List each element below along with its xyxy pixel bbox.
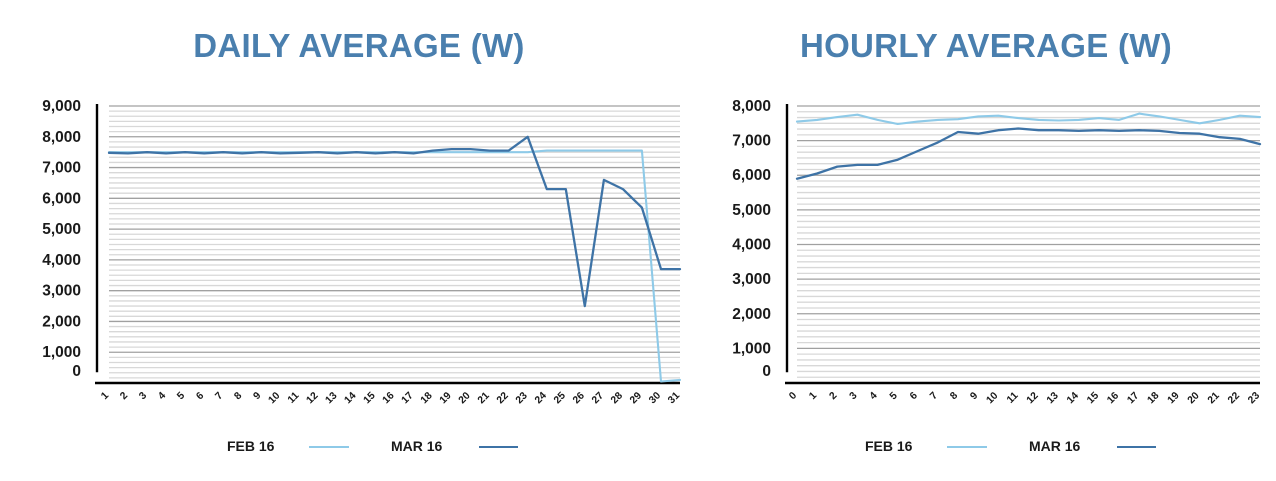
svg-text:12: 12 <box>1025 390 1041 406</box>
svg-text:22: 22 <box>1226 390 1242 406</box>
svg-text:16: 16 <box>381 390 397 406</box>
svg-text:4,000: 4,000 <box>42 252 81 269</box>
svg-text:10: 10 <box>985 390 1001 406</box>
svg-text:15: 15 <box>1085 390 1101 406</box>
svg-text:23: 23 <box>514 390 530 406</box>
svg-text:12: 12 <box>305 390 321 406</box>
svg-text:6: 6 <box>194 390 206 402</box>
svg-text:5: 5 <box>888 390 900 402</box>
svg-text:2,000: 2,000 <box>42 313 81 330</box>
svg-text:26: 26 <box>571 390 587 406</box>
svg-text:8,000: 8,000 <box>42 129 81 146</box>
svg-text:14: 14 <box>1065 390 1081 406</box>
svg-text:16: 16 <box>1105 390 1121 406</box>
svg-text:5: 5 <box>175 390 187 402</box>
svg-text:11: 11 <box>1005 390 1021 406</box>
svg-text:23: 23 <box>1246 390 1262 406</box>
svg-text:13: 13 <box>324 390 340 406</box>
svg-text:3: 3 <box>137 390 149 402</box>
svg-text:0: 0 <box>72 363 81 380</box>
svg-text:24: 24 <box>533 390 549 406</box>
svg-text:8: 8 <box>232 390 244 402</box>
svg-text:21: 21 <box>476 390 492 406</box>
svg-text:4: 4 <box>868 390 880 402</box>
svg-text:0: 0 <box>787 390 799 402</box>
svg-text:9: 9 <box>252 390 264 402</box>
svg-text:1: 1 <box>807 390 819 402</box>
svg-text:0: 0 <box>762 363 771 380</box>
svg-text:21: 21 <box>1206 390 1222 406</box>
svg-text:9,000: 9,000 <box>42 98 81 115</box>
svg-text:9: 9 <box>968 390 980 402</box>
svg-text:14: 14 <box>343 390 359 406</box>
svg-text:27: 27 <box>590 390 606 406</box>
svg-text:18: 18 <box>419 390 435 406</box>
svg-text:1,000: 1,000 <box>732 340 771 357</box>
svg-text:2: 2 <box>828 390 840 402</box>
svg-text:11: 11 <box>286 390 302 406</box>
svg-text:13: 13 <box>1045 390 1061 406</box>
svg-text:3: 3 <box>848 390 860 402</box>
svg-text:5,000: 5,000 <box>732 202 771 219</box>
svg-text:6: 6 <box>908 390 920 402</box>
svg-text:4: 4 <box>156 390 168 402</box>
svg-text:20: 20 <box>1186 390 1202 406</box>
svg-text:6,000: 6,000 <box>42 190 81 207</box>
svg-text:18: 18 <box>1146 390 1162 406</box>
svg-text:1: 1 <box>99 390 111 402</box>
svg-text:7: 7 <box>213 390 225 402</box>
svg-text:2,000: 2,000 <box>732 306 771 323</box>
svg-text:17: 17 <box>1125 390 1141 406</box>
svg-text:6,000: 6,000 <box>732 167 771 184</box>
svg-text:7,000: 7,000 <box>732 133 771 150</box>
svg-text:10: 10 <box>267 390 283 406</box>
svg-text:3,000: 3,000 <box>732 271 771 288</box>
svg-text:4,000: 4,000 <box>732 237 771 254</box>
svg-text:7: 7 <box>928 390 940 402</box>
svg-text:22: 22 <box>495 390 511 406</box>
svg-text:19: 19 <box>438 390 454 406</box>
svg-text:2: 2 <box>118 390 130 402</box>
svg-text:25: 25 <box>552 390 568 406</box>
svg-text:1,000: 1,000 <box>42 344 81 361</box>
svg-text:28: 28 <box>609 390 625 406</box>
svg-text:15: 15 <box>362 390 378 406</box>
svg-text:19: 19 <box>1166 390 1182 406</box>
svg-text:8,000: 8,000 <box>732 98 771 115</box>
svg-text:5,000: 5,000 <box>42 221 81 238</box>
svg-text:20: 20 <box>457 390 473 406</box>
svg-text:8: 8 <box>948 390 960 402</box>
svg-text:17: 17 <box>400 390 416 406</box>
svg-text:3,000: 3,000 <box>42 283 81 300</box>
svg-text:7,000: 7,000 <box>42 160 81 177</box>
